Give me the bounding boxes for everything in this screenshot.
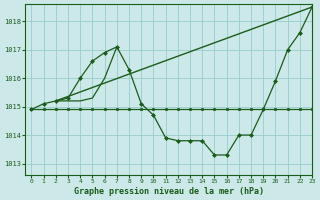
X-axis label: Graphe pression niveau de la mer (hPa): Graphe pression niveau de la mer (hPa)	[74, 187, 264, 196]
